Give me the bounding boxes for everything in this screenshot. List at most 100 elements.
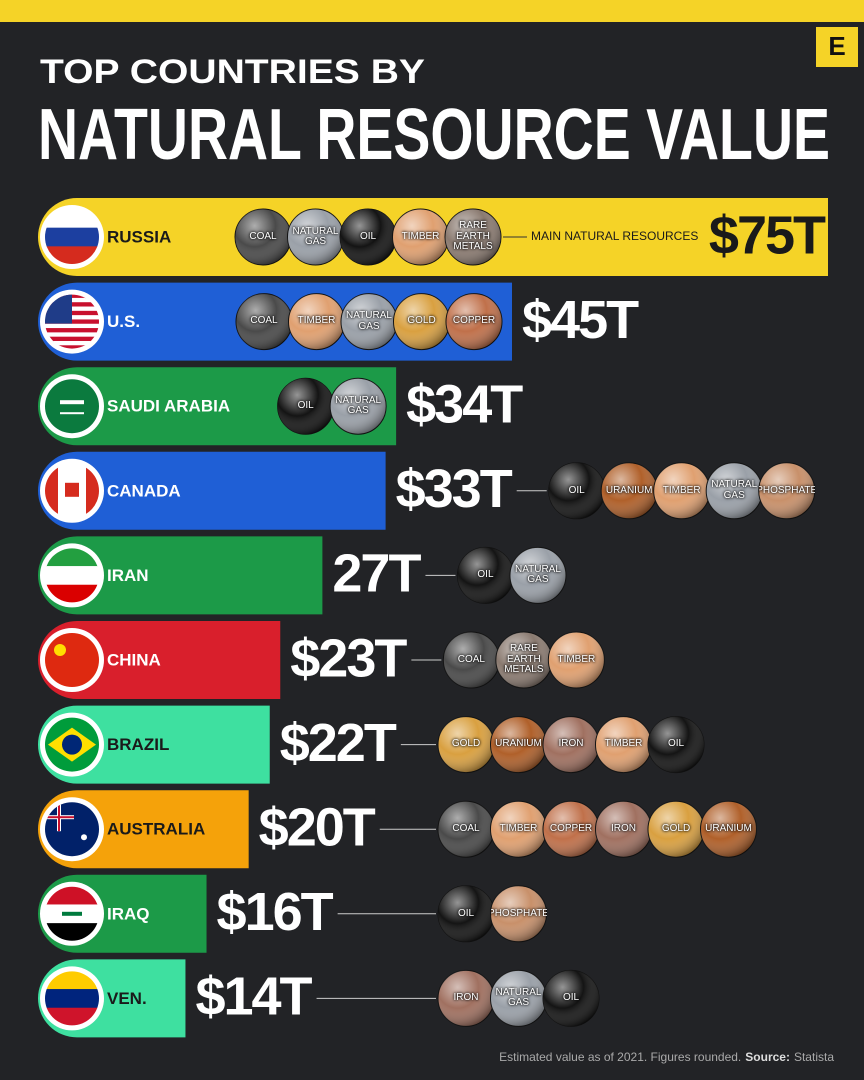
resource-box: OIL [298, 400, 314, 411]
resource-shine [543, 716, 599, 773]
note: Estimated value as of 2021. Figures roun… [499, 1050, 741, 1064]
resource-shine [438, 716, 494, 773]
value-label: $20T [259, 797, 376, 857]
resource-label: TIMBER [401, 230, 440, 242]
resource-shine [277, 378, 334, 435]
resource-box: GOLD [662, 823, 690, 834]
source: Statista [794, 1050, 834, 1064]
resource-label: NATURAL GAS [495, 986, 542, 1009]
resource-box: GOLD [451, 738, 481, 750]
resource-label: TIMBER [499, 822, 538, 834]
resource-box: OIL [458, 908, 474, 919]
resource-shine [706, 462, 763, 519]
resource-box: TIMBER [401, 230, 440, 242]
value-label: 27T [332, 544, 421, 604]
resource-box: NATURAL GAS [495, 986, 542, 1009]
resource-label: NATURAL GAS [346, 310, 392, 332]
country-label: SAUDI ARABIA [107, 397, 230, 416]
resource-box: NATURAL GAS [335, 394, 382, 417]
resource-label: GOLD [407, 315, 436, 327]
resource-box: NATURAL GAS [514, 563, 561, 586]
chart-title: NATURAL RESOURCE VALUE [38, 95, 830, 175]
annotation: MAIN NATURAL RESOURCES [531, 229, 698, 243]
country-label: VEN. [107, 989, 147, 1008]
resource-label: NATURAL GAS [514, 563, 561, 586]
flag-part [45, 989, 99, 1009]
flag-part [54, 644, 66, 656]
resource-box: URANIUM [705, 823, 752, 834]
bar [38, 621, 281, 699]
resource-shine [595, 801, 652, 858]
resource-label: OIL [359, 230, 377, 242]
flag-part [60, 400, 84, 405]
resource-shine [653, 462, 710, 519]
bar [38, 536, 323, 615]
country-label: CHINA [107, 650, 161, 669]
flag-part [45, 332, 99, 338]
resource-label: TIMBER [604, 738, 643, 750]
resource-label: PHOSPHATE [490, 907, 547, 919]
resource-shine [340, 209, 396, 265]
country-label: BRAZIL [107, 735, 169, 754]
flag-part [62, 734, 82, 755]
resource-label: GOLD [451, 738, 481, 750]
resource-box: OIL [477, 569, 494, 581]
resource-shine [758, 462, 815, 519]
flag-part [45, 971, 99, 990]
resource-label: OIL [477, 569, 494, 581]
resource-label: IRON [611, 822, 636, 834]
flag-part [45, 227, 99, 247]
resource-shine [595, 716, 652, 773]
resource-label: URANIUM [495, 738, 542, 750]
resource-box: COPPER [550, 823, 592, 834]
resource-shine [648, 801, 704, 858]
resource-label: OIL [568, 484, 585, 496]
country-label: IRAN [107, 566, 149, 585]
flag-part [45, 633, 99, 687]
resource-box: NATURAL GAS [346, 310, 392, 332]
value-label: $75T [709, 205, 826, 265]
resource-label: IRON [453, 992, 479, 1004]
resource-box: OIL [668, 739, 684, 750]
resource-label: NATURAL GAS [335, 394, 382, 417]
country-label: IRAQ [107, 904, 150, 923]
resource-box: TIMBER [604, 738, 643, 750]
resource-shine [341, 293, 397, 350]
resource-label: NATURAL GAS [292, 225, 339, 247]
value-label: $23T [290, 628, 407, 688]
logo-box [816, 27, 858, 67]
resource-shine [330, 378, 387, 435]
flag-part [45, 584, 99, 603]
resource-shine [438, 970, 494, 1027]
resource-shine [393, 293, 450, 350]
flag [45, 294, 99, 349]
value-label: $22T [280, 713, 397, 773]
resource-box: RARE EARTH METALS [504, 644, 543, 676]
resource-label: COAL [250, 315, 278, 327]
logo: E [828, 31, 845, 61]
resource-label: COAL [457, 653, 485, 665]
flag [45, 717, 99, 772]
resource-box: IRON [558, 738, 584, 750]
resource-shine [392, 209, 449, 265]
resource-label: PHOSPHATE [758, 484, 815, 496]
resource-box: PHOSPHATE [758, 484, 815, 496]
flag-part [45, 340, 99, 346]
resource-shine [236, 293, 292, 350]
resource-shine [509, 547, 566, 604]
flag-part [45, 328, 99, 333]
resource-label: COAL [452, 822, 480, 834]
country-label: AUSTRALIA [107, 820, 205, 839]
resource-shine [495, 632, 552, 688]
flag-part [58, 802, 60, 832]
resource-box: IRON [453, 992, 479, 1004]
resource-shine [700, 801, 757, 858]
flag-part [45, 210, 99, 229]
flag [45, 886, 99, 941]
flag-part [45, 548, 99, 567]
resource-label: IRON [558, 738, 584, 750]
flag-part [45, 345, 99, 349]
value-label: $16T [217, 882, 334, 942]
flag [45, 633, 99, 687]
